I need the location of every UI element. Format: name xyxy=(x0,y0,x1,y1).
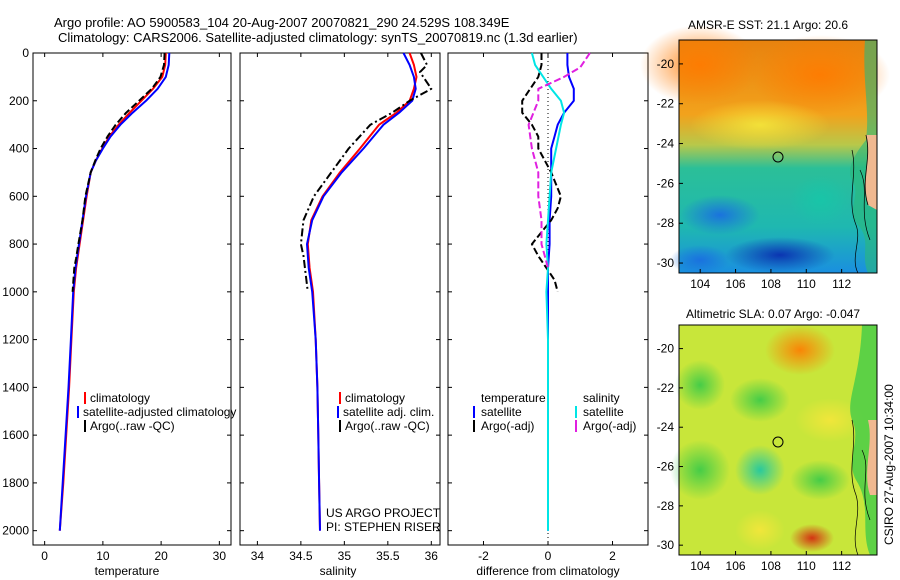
map-x-tick-label: 110 xyxy=(797,277,816,291)
legend-argo-label: Argo(..raw -QC) xyxy=(90,419,175,433)
series-line xyxy=(527,52,591,269)
legend-sal-argo-label: Argo(-adj) xyxy=(583,419,636,433)
x-tick-label: 10 xyxy=(96,549,110,563)
legend-temperature-title: temperature xyxy=(481,391,546,405)
y-tick-label: 2000 xyxy=(2,524,29,538)
temperature-xlabel: temperature xyxy=(95,564,160,578)
x-tick-label: -2 xyxy=(478,549,489,563)
y-tick-label: 800 xyxy=(9,237,29,251)
x-tick-label: 0 xyxy=(545,549,552,563)
sst-map-image xyxy=(640,25,890,275)
difference-xlabel: difference from climatology xyxy=(476,564,619,578)
map-y-tick-label: -22 xyxy=(657,381,675,395)
salinity-xlabel: salinity xyxy=(320,564,357,578)
x-tick-label: 35.5 xyxy=(376,549,400,563)
y-tick-label: 600 xyxy=(9,189,29,203)
temperature-axes: 0 10 20 30 0 200 400 600 800 1000 1200 1400 1600 1800… xyxy=(2,46,231,563)
sst-map-title: AMSR-E SST: 21.1 Argo: 20.6 xyxy=(688,18,848,32)
x-tick-label: 20 xyxy=(154,549,168,563)
sla-argo-marker xyxy=(772,436,784,448)
map-y-tick-label: -30 xyxy=(657,256,675,270)
temperature-legend: climatology satellite-adjusted climatolo… xyxy=(77,391,236,433)
map-x-tick-label: 112 xyxy=(832,559,851,573)
sst-map-axes: 104 106 108 110 112 -20 -22 -24 -26 -28 -30 xyxy=(657,57,852,291)
y-tick-label: 0 xyxy=(22,46,29,60)
legend-temp-argo-label: Argo(-adj) xyxy=(481,419,534,433)
map-y-tick-label: -28 xyxy=(657,499,675,513)
map-x-tick-label: 104 xyxy=(690,277,710,291)
map-y-tick-label: -28 xyxy=(657,216,675,230)
map-y-tick-label: -30 xyxy=(657,538,675,552)
series-line xyxy=(299,52,433,292)
figure-title-line-2: Climatology: CARS2006. Satellite-adjuste… xyxy=(58,30,578,45)
x-tick-label: 30 xyxy=(213,549,227,563)
map-y-tick-label: -26 xyxy=(657,460,675,474)
legend-climatology-label: climatology xyxy=(90,391,150,405)
x-tick-label: 36 xyxy=(425,549,439,563)
x-tick-label: 35 xyxy=(338,549,352,563)
y-tick-label: 200 xyxy=(9,94,29,108)
legend-satellite-label: satellite-adjusted climatology xyxy=(83,405,236,419)
x-tick-label: 0 xyxy=(41,549,48,563)
map-x-tick-label: 104 xyxy=(690,559,710,573)
x-tick-label: 2 xyxy=(609,549,616,563)
series-line xyxy=(521,53,562,293)
map-y-tick-label: -20 xyxy=(657,342,675,356)
figure-title-line-1: Argo profile: AO 5900583_104 20-Aug-2007… xyxy=(54,15,510,30)
legend-temp-satellite-label: satellite xyxy=(481,405,522,419)
series-line xyxy=(530,52,566,531)
map-x-tick-label: 106 xyxy=(726,559,746,573)
y-tick-label: 1400 xyxy=(2,380,29,394)
series-line xyxy=(71,52,166,292)
map-x-tick-label: 110 xyxy=(797,559,816,573)
difference-axes: -2 0 2 xyxy=(448,52,648,563)
sst-argo-marker xyxy=(772,151,784,163)
map-y-tick-label: -22 xyxy=(657,97,675,111)
legend-sal-satellite-label: satellite xyxy=(583,405,624,419)
y-tick-label: 1200 xyxy=(2,333,29,347)
difference-legend: temperature satellite Argo(-adj) salinit… xyxy=(473,391,636,433)
salinity-panel-frame xyxy=(239,52,441,546)
legend-satellite-label: satellite adj. clim. xyxy=(343,405,434,419)
x-tick-label: 34 xyxy=(251,549,265,563)
credit-line-1: US ARGO PROJECT xyxy=(326,506,441,520)
legend-climatology-label: climatology xyxy=(345,391,405,405)
map-y-tick-label: -26 xyxy=(657,176,675,190)
y-tick-label: 1600 xyxy=(2,428,29,442)
map-x-tick-label: 112 xyxy=(832,277,851,291)
map-x-tick-label: 108 xyxy=(761,277,781,291)
y-tick-label: 400 xyxy=(9,142,29,156)
x-tick-label: 34.5 xyxy=(289,549,313,563)
map-y-tick-label: -24 xyxy=(657,137,675,151)
map-y-tick-label: -20 xyxy=(657,57,675,71)
temperature-panel-frame xyxy=(32,52,232,546)
side-timestamp-label: CSIRO 27-Aug-2007 10:34:00 xyxy=(882,384,896,545)
salinity-axes: 34 34.5 35 35.5 36 xyxy=(240,52,440,563)
map-x-tick-label: 108 xyxy=(761,559,781,573)
y-tick-label: 1000 xyxy=(2,285,29,299)
legend-argo-label: Argo(..raw -QC) xyxy=(345,419,430,433)
sla-map-frame xyxy=(678,324,878,556)
series-line xyxy=(306,52,418,531)
series-line xyxy=(306,52,417,531)
sst-map-frame xyxy=(678,39,878,274)
map-x-tick-label: 106 xyxy=(726,277,746,291)
series-line xyxy=(58,52,167,531)
y-tick-label: 1800 xyxy=(2,476,29,490)
salinity-legend: climatology satellite adj. clim. Argo(..… xyxy=(337,391,434,433)
map-y-tick-label: -24 xyxy=(657,420,675,434)
legend-salinity-title: salinity xyxy=(583,391,620,405)
credit-line-2: PI: STEPHEN RISER xyxy=(326,520,441,534)
sla-map-title: Altimetric SLA: 0.07 Argo: -0.047 xyxy=(686,307,860,321)
sla-map-axes: 104 106 108 110 112 -20 -22 -24 -26 -28 -30 xyxy=(657,342,852,573)
sla-map-image xyxy=(670,325,877,556)
